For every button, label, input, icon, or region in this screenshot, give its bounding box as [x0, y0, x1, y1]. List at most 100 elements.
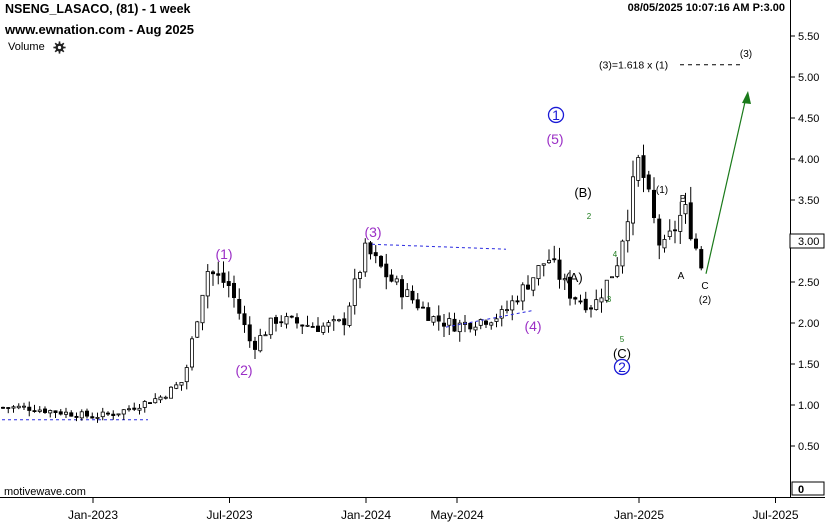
candle: [64, 407, 69, 419]
wave-label: (A): [565, 270, 582, 285]
candle: [352, 268, 357, 315]
candle: [43, 406, 48, 414]
candle: [436, 305, 441, 331]
arrow-head-icon: [742, 91, 751, 104]
candle: [195, 320, 200, 339]
candle: [447, 312, 452, 336]
candle: [74, 412, 79, 422]
watermark: motivewave.com: [4, 486, 86, 498]
candle: [473, 321, 478, 336]
candle: [557, 247, 562, 289]
projection-label: (3)=1.618 x (1): [599, 60, 668, 72]
candle: [37, 406, 42, 414]
wave-label: (2): [699, 295, 711, 306]
wave-label: (C): [613, 346, 631, 361]
candle: [142, 400, 147, 413]
candle: [137, 403, 142, 415]
candle: [21, 402, 26, 410]
candle: [158, 395, 163, 403]
price-tick-label: 4.00: [798, 154, 819, 166]
candle: [541, 263, 546, 277]
candle: [184, 364, 189, 390]
wave-label: (2): [235, 362, 252, 378]
candle: [589, 305, 594, 318]
candle: [531, 277, 536, 297]
wave-label: 1: [552, 107, 560, 123]
candle: [58, 409, 63, 416]
price-tick-label: 5.00: [798, 72, 819, 84]
candle: [48, 409, 53, 418]
candle: [127, 405, 132, 412]
time-tick-label: Jan-2023: [68, 508, 118, 522]
candle: [641, 144, 646, 193]
candle: [394, 275, 399, 286]
candle: [174, 381, 179, 390]
candle: [294, 313, 299, 329]
candle: [116, 413, 121, 417]
candle: [106, 411, 111, 416]
candle: [347, 302, 352, 328]
candle: [85, 408, 90, 419]
wave-label: 3: [607, 295, 612, 304]
candle: [415, 293, 420, 311]
price-marker-label: 3.00: [798, 236, 819, 248]
candle: [420, 301, 425, 309]
candle: [163, 395, 168, 400]
price-tick-label: 1.00: [798, 400, 819, 412]
gear-icon[interactable]: [53, 41, 66, 54]
candle: [289, 315, 294, 319]
candle: [0, 406, 6, 410]
candle: [673, 220, 678, 244]
candle: [6, 407, 11, 414]
candle: [69, 410, 74, 417]
candle: [431, 315, 436, 326]
candle: [610, 276, 615, 279]
volume-toggle[interactable]: Volume: [8, 41, 45, 53]
price-tick-label: 2.50: [798, 277, 819, 289]
wave-label: 2: [618, 359, 626, 375]
wave-circle: [547, 106, 565, 124]
candle: [273, 314, 278, 332]
candle: [384, 253, 389, 290]
candle: [100, 407, 105, 421]
projection-arrow: [705, 97, 747, 274]
wave-label: A: [678, 271, 685, 282]
time-tick-label: Jul-2023: [206, 508, 252, 522]
candle: [315, 317, 320, 332]
candle: [657, 214, 662, 260]
candle: [526, 275, 531, 290]
wave-circle: [613, 358, 631, 376]
candle: [599, 288, 604, 313]
candle: [562, 273, 567, 290]
candle: [536, 265, 541, 286]
candle: [357, 270, 362, 289]
price-axis[interactable]: 0.50 1.00 1.50 2.00 2.50 3.00 3.50 4.00 4.50 5.00…: [789, 31, 825, 496]
candle: [363, 238, 368, 277]
candle: [237, 288, 242, 320]
candle: [604, 279, 609, 303]
wave-label: 5: [620, 335, 625, 344]
candle: [252, 336, 257, 359]
candle: [378, 255, 383, 269]
time-tick-label: May-2024: [430, 508, 484, 522]
candle: [27, 401, 32, 417]
wave-label: 2: [587, 212, 592, 221]
candle: [90, 412, 95, 419]
candle: [331, 315, 336, 331]
candle: [111, 410, 116, 420]
wave-labels: (1)(2)(3)(4)(5)12(A)(B)(C)2345(1)ABC(2)(…: [215, 49, 752, 378]
candle: [504, 300, 509, 314]
candle: [662, 234, 667, 253]
wave-label: (3): [740, 49, 752, 60]
candle: [699, 246, 704, 271]
candle: [326, 320, 331, 333]
candle: [263, 331, 268, 337]
candle: [520, 282, 525, 311]
candle: [573, 296, 578, 305]
candle: [310, 322, 315, 328]
candle: [79, 409, 84, 421]
volume-marker-box: [791, 481, 825, 496]
candle: [678, 201, 683, 244]
time-axis[interactable]: Jan-2023 Jul-2023 Jan-2024 May-2024 Jan-2025…: [68, 497, 799, 522]
